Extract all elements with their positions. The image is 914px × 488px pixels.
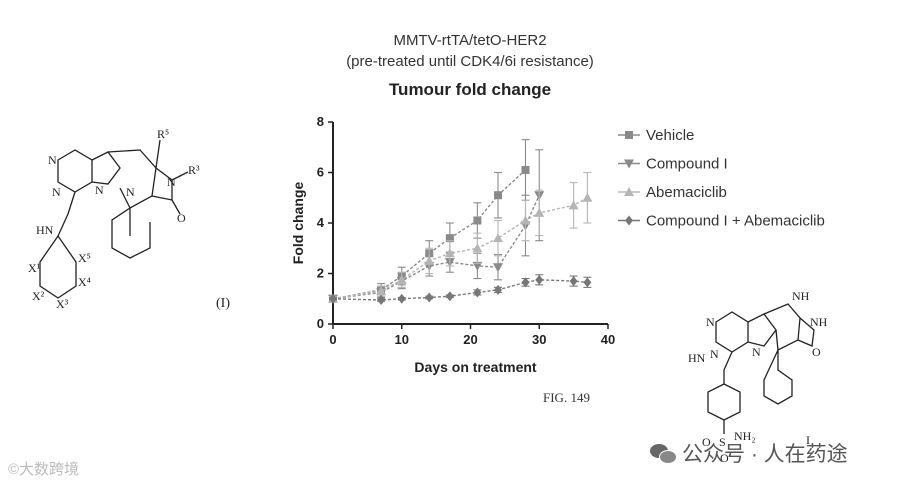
data-point [520, 215, 531, 225]
watermark-right-text: 公众号 · 人在药途 [682, 443, 848, 466]
x-tick-label: 10 [395, 332, 409, 347]
data-point [396, 274, 407, 284]
svg-text:X⁴: X⁴ [78, 275, 91, 289]
svg-text:S: S [719, 435, 726, 449]
x-tick-label: 30 [532, 332, 546, 347]
legend-marker [625, 215, 633, 226]
data-point [377, 295, 386, 306]
series-line [332, 279, 588, 301]
svg-text:X²: X² [32, 289, 45, 303]
svg-text:X¹: X¹ [28, 261, 41, 275]
svg-text:R⁵: R⁵ [157, 127, 169, 141]
data-point [397, 293, 406, 304]
legend-marker [624, 159, 634, 169]
figure-number-label: FIG. 149 [543, 390, 590, 405]
data-point [535, 274, 544, 285]
x-tick-label: 20 [463, 332, 477, 347]
y-tick-label: 0 [317, 316, 324, 331]
legend-label: Compound I + Abemaciclib [646, 213, 825, 230]
svg-text:N: N [710, 347, 719, 361]
svg-text:X³: X³ [56, 297, 69, 311]
chemical-structure-right [707, 303, 815, 434]
x-tick-label: 40 [601, 332, 615, 347]
series-line [332, 194, 540, 300]
data-point [445, 291, 454, 302]
series-line [332, 169, 526, 300]
svg-text:NH₂: NH₂ [734, 429, 756, 443]
svg-text:N: N [167, 175, 176, 189]
data-point [472, 243, 483, 253]
data-point [569, 276, 578, 287]
figure-title-line-1: MMTV-rtTA/tetO-HER2 [393, 32, 547, 49]
svg-text:N: N [52, 185, 61, 199]
compound-label: I [806, 433, 810, 447]
legend-marker [625, 131, 633, 139]
data-point [445, 234, 454, 243]
data-point [473, 287, 482, 298]
legend-label: Abemaciclib [646, 184, 727, 201]
data-point [582, 192, 593, 202]
legend-label: Compound I [646, 156, 728, 173]
data-point [376, 286, 387, 296]
data-point [473, 216, 482, 225]
svg-text:O: O [812, 345, 821, 359]
wechat-icon [650, 442, 677, 464]
svg-text:O: O [702, 435, 711, 449]
chemical-structure-right-labels: N N N NH NH O HN S O O NH₂ I [688, 289, 828, 465]
svg-text:N: N [706, 315, 715, 329]
data-point [494, 284, 502, 295]
svg-text:N: N [752, 345, 761, 359]
svg-text:O: O [720, 451, 729, 465]
formula-label: (I) [216, 296, 230, 311]
chemical-structure-left-labels: N N N N N O HN R⁵ R³ X¹ X² X³ X⁴ X⁵ [28, 127, 200, 311]
y-tick-label: 6 [317, 165, 324, 180]
data-point [521, 277, 530, 288]
chart-title: Tumour fold change [388, 80, 552, 99]
svg-text:X⁵: X⁵ [78, 251, 91, 265]
svg-text:NH: NH [792, 289, 810, 303]
data-point [424, 255, 435, 265]
chemical-structure-left [39, 139, 189, 299]
y-tick-label: 8 [317, 114, 324, 129]
figure-title-line-2: (pre-treated until CDK4/6i resistance) [346, 53, 594, 70]
svg-text:HN: HN [688, 351, 706, 365]
data-point [472, 261, 483, 271]
data-point [521, 165, 530, 174]
x-axis-title: Days on treatment [414, 359, 536, 375]
data-point [329, 293, 337, 304]
data-point [425, 292, 434, 303]
y-axis-title: Fold change [290, 182, 306, 265]
svg-text:HN: HN [36, 223, 54, 237]
watermark-left: ©大数跨境 [8, 461, 80, 478]
series-line [332, 197, 588, 300]
svg-text:N: N [95, 183, 104, 197]
data-point [568, 200, 579, 210]
svg-text:O: O [177, 211, 186, 225]
x-tick-label: 0 [329, 332, 336, 347]
data-point [494, 191, 502, 200]
data-point [534, 207, 545, 217]
y-tick-label: 2 [317, 266, 324, 281]
svg-text:N: N [48, 153, 57, 167]
svg-text:R³: R³ [188, 163, 200, 177]
watermark-right: 公众号 · 人在药途 [650, 438, 848, 468]
data-point [444, 248, 455, 258]
plot-area: 0 10 20 30 40 0 2 4 6 8 Days on treatment Fold chan… [290, 114, 825, 375]
svg-text:N: N [126, 185, 135, 199]
legend-marker [624, 187, 634, 196]
data-point [493, 263, 503, 273]
svg-text:NH: NH [810, 315, 828, 329]
data-point [583, 277, 592, 288]
legend-label: Vehicle [646, 127, 694, 144]
y-tick-label: 4 [317, 215, 325, 230]
data-point [493, 233, 503, 243]
